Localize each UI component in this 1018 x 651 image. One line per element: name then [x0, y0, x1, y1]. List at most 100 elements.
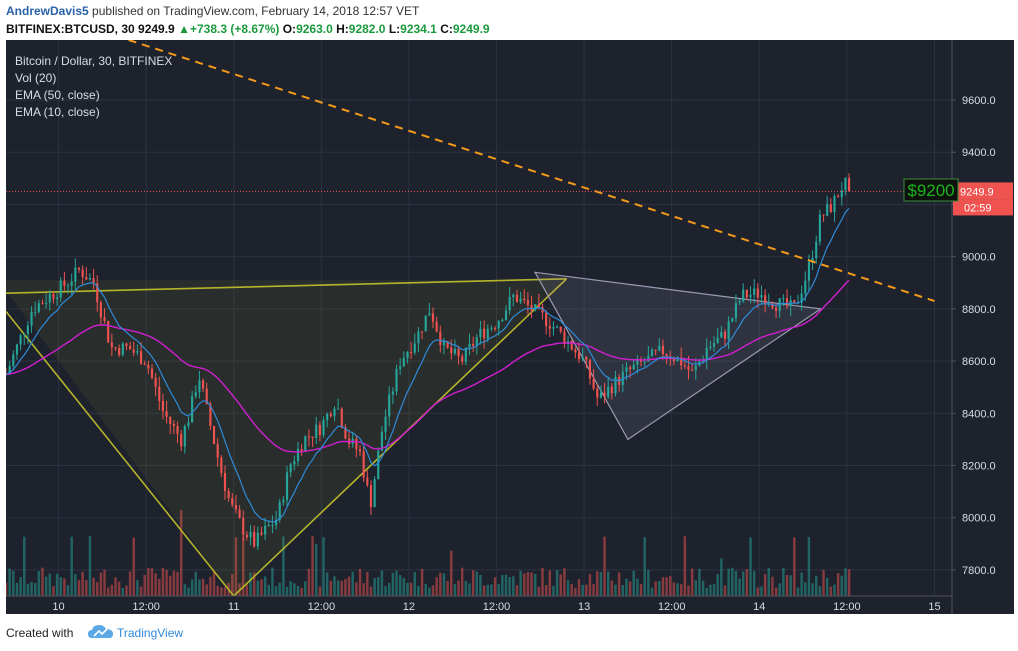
- last-price-value: 9249.9: [960, 186, 994, 198]
- volume-bar: [121, 587, 125, 596]
- candle-body: [807, 262, 811, 281]
- volume-bar: [417, 585, 420, 596]
- candle-body: [556, 326, 559, 328]
- volume-bar: [387, 582, 391, 596]
- chart-svg[interactable]: 7800.0 8000.0 8200.0 8400.0 8600.0 8800.0 9000…: [4, 39, 1014, 614]
- candle-body: [512, 294, 515, 298]
- candle-body: [760, 295, 763, 298]
- volume-bars: [4, 510, 851, 596]
- volume-bar: [610, 580, 614, 596]
- candle-body: [92, 278, 95, 284]
- chart-area[interactable]: 7800.0 8000.0 8200.0 8400.0 8600.0 8800.0 9000…: [4, 39, 1014, 614]
- legend-ema50: EMA (50, close): [15, 88, 100, 102]
- volume-bar: [362, 583, 365, 596]
- volume-bar: [103, 569, 106, 596]
- candle-body: [676, 357, 679, 362]
- candle-body: [256, 532, 259, 547]
- volume-bar: [844, 568, 847, 596]
- volume-bar: [800, 572, 803, 596]
- chart-background: [6, 40, 1014, 614]
- candle-body: [493, 327, 497, 329]
- candle-body: [114, 347, 117, 349]
- candle-body: [180, 433, 183, 447]
- candle-body: [818, 214, 821, 242]
- volume-bar: [745, 568, 749, 596]
- volume-bar: [439, 572, 442, 596]
- volume-bar: [424, 583, 427, 596]
- x-tick-label: 15: [928, 601, 940, 613]
- volume-bar: [377, 577, 380, 596]
- candle-body: [231, 498, 234, 505]
- volume-bar: [698, 568, 701, 596]
- volume-bar: [493, 577, 497, 596]
- volume-bar: [169, 575, 172, 596]
- volume-bar: [596, 571, 599, 596]
- y-tick-label: 7800.0: [962, 565, 996, 577]
- pattern-left-leg: [5, 310, 235, 597]
- candle-body: [501, 319, 504, 322]
- candle-body: [782, 298, 785, 300]
- volume-bar: [789, 575, 792, 596]
- candle-body: [380, 431, 383, 451]
- volume-bar: [749, 537, 752, 596]
- volume-bar: [311, 536, 314, 596]
- candle-body: [833, 196, 836, 213]
- volume-bar: [464, 581, 468, 596]
- volume-bar: [431, 585, 435, 596]
- candle-body: [107, 321, 110, 343]
- triangle-pattern: [533, 271, 823, 441]
- volume-bar: [92, 577, 95, 596]
- volume-bar: [85, 580, 88, 596]
- legend-title: Bitcoin / Dollar, 30, BITFINEX: [15, 54, 172, 68]
- candle-body: [745, 289, 748, 298]
- candle-body: [683, 365, 686, 367]
- volume-bar: [307, 568, 311, 596]
- volume-bar: [625, 578, 628, 596]
- candle-body: [41, 303, 44, 305]
- volume-bar: [23, 536, 26, 596]
- volume-bar: [818, 586, 822, 596]
- annotation-text: $9200: [907, 181, 954, 200]
- open-value: 9263.0: [296, 22, 333, 36]
- candle-body: [785, 298, 789, 307]
- candle-body: [34, 311, 37, 313]
- volume-bar: [537, 586, 541, 596]
- volume-bar: [216, 585, 219, 596]
- volume-bar: [446, 580, 449, 596]
- candle-body: [749, 294, 752, 298]
- volume-bar: [413, 572, 416, 596]
- candle-body: [384, 416, 387, 432]
- volume-bar: [26, 583, 30, 596]
- tradingview-brand-link[interactable]: TradingView: [117, 626, 184, 640]
- volume-bar: [479, 574, 482, 596]
- volume-bar: [453, 584, 457, 596]
- candle-body: [377, 450, 380, 480]
- x-tick-label: 14: [753, 601, 765, 613]
- author-link[interactable]: AndrewDavis5: [6, 4, 89, 18]
- candle-body: [658, 345, 661, 351]
- volume-bar: [402, 578, 406, 596]
- candle-body: [326, 413, 329, 421]
- candle-body: [650, 349, 654, 356]
- candle-body: [121, 343, 124, 355]
- tradingview-cloud-icon[interactable]: [88, 624, 114, 640]
- volume-bar: [161, 567, 165, 596]
- volume-bar: [738, 578, 741, 596]
- volume-bar: [712, 583, 716, 596]
- candle-body: [475, 337, 478, 347]
- volume-bar: [96, 582, 99, 596]
- low-label: L:: [388, 22, 401, 36]
- candle-body: [534, 304, 537, 311]
- candle-body: [74, 267, 77, 282]
- volume-bar: [231, 574, 234, 596]
- candle-body: [705, 347, 708, 360]
- volume-bar: [669, 576, 672, 596]
- candle-body: [610, 386, 613, 394]
- symbol-label: BITFINEX:BTCUSD, 30: [6, 22, 135, 36]
- candle-body: [391, 391, 394, 395]
- ema10-line: [5, 207, 850, 523]
- candle-body: [99, 302, 102, 318]
- candle-body: [680, 357, 683, 366]
- volume-bar: [234, 537, 238, 596]
- volume-bar: [628, 581, 632, 596]
